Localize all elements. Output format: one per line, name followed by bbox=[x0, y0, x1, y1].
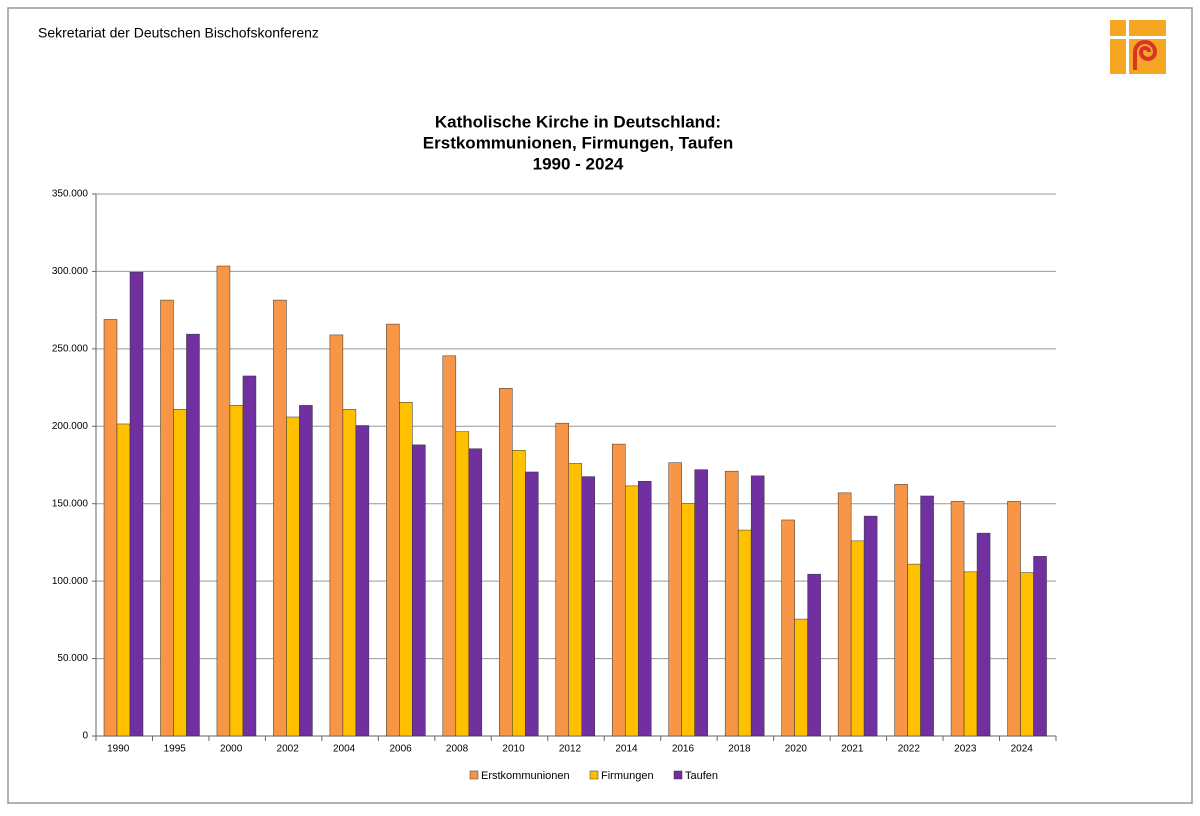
bar bbox=[525, 471, 539, 737]
bar bbox=[963, 571, 978, 737]
legend-label: Firmungen bbox=[601, 770, 654, 782]
legend-swatch bbox=[469, 770, 479, 780]
bar bbox=[468, 448, 483, 737]
legend-swatch bbox=[589, 770, 599, 780]
x-tick-label: 1990 bbox=[107, 744, 130, 755]
x-tick-label: 2010 bbox=[502, 744, 525, 755]
bar bbox=[216, 265, 231, 737]
bar bbox=[894, 484, 908, 737]
bar bbox=[186, 333, 200, 737]
bar bbox=[807, 573, 821, 737]
y-tick-label: 300.000 bbox=[52, 266, 89, 277]
bar bbox=[581, 476, 596, 737]
bar bbox=[242, 375, 257, 737]
bar bbox=[624, 485, 639, 737]
frame bbox=[7, 7, 1193, 804]
bar bbox=[611, 443, 626, 737]
y-tick-label: 350.000 bbox=[52, 189, 89, 200]
x-tick-label: 1995 bbox=[164, 744, 187, 755]
bar bbox=[750, 475, 765, 737]
x-tick-label: 2000 bbox=[220, 744, 243, 755]
x-tick-label: 2014 bbox=[615, 744, 638, 755]
x-tick-label: 2023 bbox=[954, 744, 977, 755]
x-tick-label: 2016 bbox=[672, 744, 695, 755]
bar bbox=[512, 450, 526, 737]
bar bbox=[907, 563, 921, 737]
bar bbox=[863, 515, 878, 737]
y-tick-label: 200.000 bbox=[52, 421, 89, 432]
legend-label: Erstkommunionen bbox=[481, 770, 570, 782]
logo bbox=[1110, 20, 1166, 74]
bar bbox=[329, 334, 344, 737]
bar bbox=[920, 495, 934, 737]
chart-title: Erstkommunionen, Firmungen, Taufen bbox=[423, 133, 733, 152]
bar bbox=[681, 503, 695, 737]
bar bbox=[455, 431, 470, 737]
x-tick-label: 2012 bbox=[559, 744, 582, 755]
bar bbox=[116, 423, 131, 737]
x-tick-label: 2020 bbox=[785, 744, 808, 755]
bar bbox=[737, 529, 752, 737]
bar bbox=[386, 323, 400, 737]
bar bbox=[299, 405, 313, 737]
bar bbox=[637, 481, 652, 737]
bar bbox=[850, 540, 865, 737]
organization: Sekretariat der Deutschen Bischofskonfer… bbox=[38, 25, 319, 41]
y-tick-label: 50.000 bbox=[57, 653, 88, 664]
bar bbox=[412, 444, 426, 737]
bar bbox=[229, 405, 244, 737]
x-tick-label: 2002 bbox=[277, 744, 300, 755]
bar bbox=[1007, 501, 1021, 737]
bar bbox=[837, 492, 852, 737]
bar bbox=[724, 470, 739, 737]
bar bbox=[694, 469, 708, 737]
y-tick-label: 150.000 bbox=[52, 498, 89, 509]
bar bbox=[555, 422, 570, 737]
x-tick-label: 2021 bbox=[841, 744, 864, 755]
bar bbox=[794, 618, 808, 737]
chart-title: Katholische Kirche in Deutschland: bbox=[435, 112, 721, 131]
bar bbox=[129, 271, 144, 737]
bar bbox=[103, 319, 118, 737]
bar bbox=[499, 388, 513, 737]
bar bbox=[568, 463, 583, 737]
bar bbox=[442, 355, 457, 737]
bar bbox=[173, 409, 187, 737]
x-tick-label: 2022 bbox=[898, 744, 921, 755]
x-tick-label: 2024 bbox=[1011, 744, 1034, 755]
legend-label: Taufen bbox=[685, 770, 718, 782]
bar bbox=[355, 425, 370, 737]
legend-swatch bbox=[673, 770, 683, 780]
bar bbox=[342, 409, 357, 737]
x-tick-label: 2004 bbox=[333, 744, 356, 755]
bar bbox=[1033, 556, 1047, 737]
y-tick-label: 100.000 bbox=[52, 576, 89, 587]
x-tick-label: 2006 bbox=[389, 744, 412, 755]
bar bbox=[781, 519, 795, 737]
bar bbox=[160, 299, 174, 737]
bar bbox=[668, 462, 682, 737]
chart-title: 1990 - 2024 bbox=[533, 154, 624, 173]
x-tick-label: 2018 bbox=[728, 744, 751, 755]
bar bbox=[1020, 572, 1034, 737]
bar bbox=[273, 299, 287, 737]
x-tick-label: 2008 bbox=[446, 744, 469, 755]
bar bbox=[286, 416, 300, 737]
bar bbox=[399, 402, 413, 737]
y-tick-label: 0 bbox=[82, 731, 88, 742]
bar bbox=[976, 532, 991, 737]
y-tick-label: 250.000 bbox=[52, 343, 89, 354]
bar bbox=[950, 501, 965, 737]
